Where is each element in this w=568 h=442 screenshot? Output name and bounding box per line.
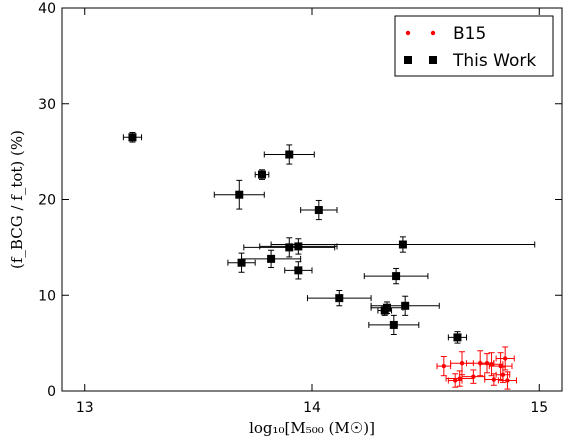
data-point-this-work: [335, 294, 344, 303]
data-point-this-work: [235, 190, 244, 199]
data-point-this-work: [285, 150, 294, 159]
data-point-this-work: [237, 258, 246, 267]
legend-marker-b15: [405, 30, 411, 36]
data-point-this-work: [294, 242, 303, 251]
error-bars-layer: [122, 131, 536, 390]
markers-layer: [128, 133, 510, 383]
data-point-this-work: [401, 301, 410, 310]
data-point-this-work: [267, 254, 276, 263]
data-point-b15: [477, 361, 483, 366]
data-point-b15: [452, 378, 458, 383]
legend-marker-this-work: [429, 56, 437, 64]
data-point-b15: [502, 356, 508, 361]
x-axis-label: log₁₀[M₅₀₀ (M☉)]: [249, 419, 375, 437]
data-point-this-work: [392, 272, 401, 281]
x-tick-label: 13: [76, 400, 94, 416]
data-point-b15: [459, 361, 465, 366]
legend-box: [394, 15, 554, 77]
y-tick-label: 40: [38, 1, 56, 17]
data-point-this-work: [258, 170, 266, 179]
data-point-this-work: [453, 333, 462, 342]
ticks-layer: 13 14 15 0 10 20 30 40: [38, 1, 562, 416]
data-point-this-work: [389, 320, 398, 329]
x-tick-label: 15: [530, 400, 548, 416]
y-tick-label: 10: [38, 288, 56, 304]
data-point-b15: [471, 374, 476, 379]
data-point-b15: [505, 378, 510, 383]
data-point-b15: [498, 363, 503, 369]
legend-entry-this-work: This Work: [404, 51, 536, 71]
data-point-b15: [441, 363, 447, 369]
x-tick-label: 14: [303, 400, 321, 416]
data-point-this-work: [128, 133, 137, 142]
data-point-b15: [457, 376, 462, 381]
y-axis-label: (f_BCG / f_tot) (%): [8, 130, 26, 269]
y-tick-label: 20: [38, 193, 56, 209]
legend-entry-b15: B15: [405, 24, 486, 44]
data-point-b15: [500, 372, 506, 377]
data-point-b15: [484, 361, 490, 366]
data-point-b15: [489, 361, 494, 367]
y-tick-label: 30: [38, 97, 56, 113]
legend-label-this-work: This Work: [452, 51, 536, 71]
data-point-this-work: [294, 266, 303, 275]
legend: B15 This Work: [394, 15, 554, 77]
legend-marker-b15: [430, 30, 436, 36]
data-point-this-work: [314, 206, 323, 215]
legend-label-b15: B15: [453, 24, 486, 44]
data-point-b15: [491, 377, 497, 382]
data-point-this-work: [383, 303, 391, 312]
data-point-this-work: [398, 240, 407, 249]
data-point-this-work: [285, 243, 294, 252]
legend-marker-this-work: [404, 56, 412, 64]
y-tick-label: 0: [47, 384, 56, 400]
